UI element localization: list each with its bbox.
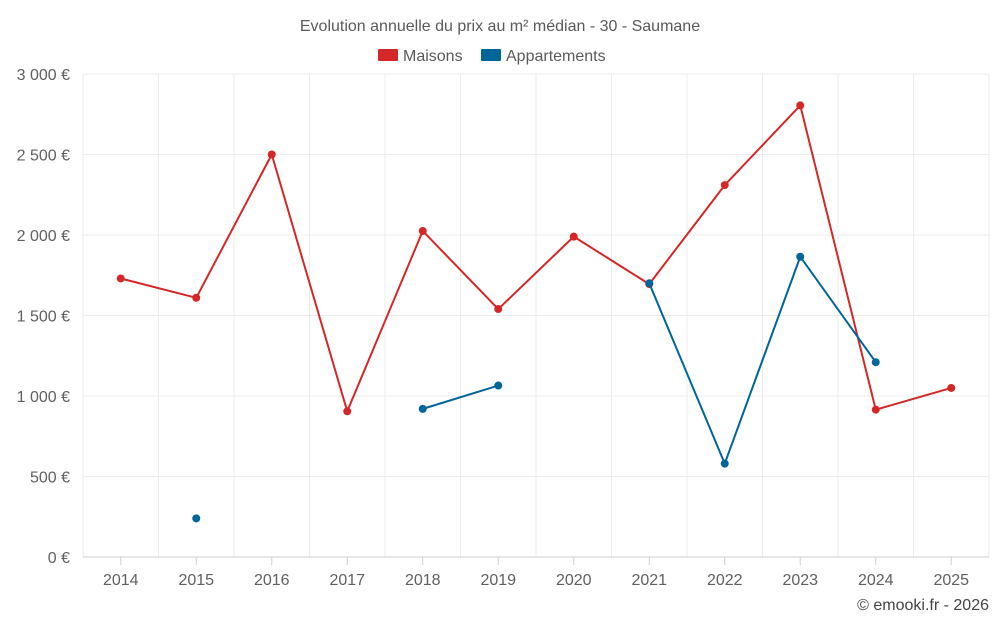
x-tick-label: 2015 bbox=[178, 572, 214, 589]
data-point-appartements-2024[interactable] bbox=[871, 358, 880, 367]
credit-text: © emooki.fr - 2026 bbox=[857, 597, 989, 614]
data-point-appartements-2021[interactable] bbox=[645, 279, 654, 288]
y-tick-label: 1 000 € bbox=[17, 389, 70, 406]
data-point-maisons-2017[interactable] bbox=[343, 407, 352, 416]
chart-title: Evolution annuelle du prix au m² médian … bbox=[300, 18, 700, 35]
legend-label-maisons: Maisons bbox=[403, 48, 463, 65]
x-tick-label: 2023 bbox=[782, 572, 818, 589]
y-tick-label: 1 500 € bbox=[17, 309, 70, 326]
data-point-maisons-2025[interactable] bbox=[947, 383, 956, 392]
series-appartements bbox=[192, 252, 880, 523]
series-line-appartements bbox=[648, 255, 877, 465]
data-point-appartements-2022[interactable] bbox=[720, 459, 729, 468]
data-point-maisons-2014[interactable] bbox=[116, 274, 125, 283]
y-tick-label: 500 € bbox=[30, 470, 70, 487]
x-tick-label: 2014 bbox=[103, 572, 139, 589]
legend-swatch-maisons bbox=[378, 49, 398, 61]
data-point-maisons-2024[interactable] bbox=[871, 405, 880, 414]
y-tick-label: 2 500 € bbox=[17, 148, 70, 165]
legend-item-maisons[interactable]: Maisons bbox=[378, 48, 463, 65]
data-point-maisons-2016[interactable] bbox=[267, 150, 276, 159]
x-tick-label: 2020 bbox=[556, 572, 592, 589]
data-point-maisons-2018[interactable] bbox=[418, 226, 427, 235]
y-tick-label: 2 000 € bbox=[17, 228, 70, 245]
data-point-maisons-2019[interactable] bbox=[494, 305, 503, 314]
x-tick-label: 2021 bbox=[631, 572, 667, 589]
legend-item-appartements[interactable]: Appartements bbox=[481, 48, 606, 65]
x-tick-label: 2016 bbox=[254, 572, 290, 589]
grid bbox=[82, 73, 990, 557]
y-tick-label: 0 € bbox=[48, 550, 70, 567]
data-point-appartements-2015[interactable] bbox=[192, 514, 201, 523]
axes: 0 € 500 € 1 000 € 1 500 € 2 000 € 2 500 € 3 00… bbox=[17, 67, 989, 589]
data-point-appartements-2023[interactable] bbox=[796, 252, 805, 261]
series bbox=[116, 101, 956, 523]
data-point-maisons-2020[interactable] bbox=[569, 232, 578, 241]
data-point-maisons-2023[interactable] bbox=[796, 101, 805, 110]
x-tick-label: 2019 bbox=[480, 572, 516, 589]
legend-label-appartements: Appartements bbox=[506, 48, 606, 65]
x-tick-label: 2024 bbox=[858, 572, 894, 589]
legend: Maisons Appartements bbox=[378, 48, 606, 65]
x-tick-label: 2017 bbox=[329, 572, 365, 589]
legend-swatch-appartements bbox=[481, 49, 501, 61]
x-tick-label: 2018 bbox=[405, 572, 441, 589]
y-tick-label: 3 000 € bbox=[17, 67, 70, 84]
x-tick-label: 2025 bbox=[933, 572, 969, 589]
x-tick-label: 2022 bbox=[707, 572, 743, 589]
data-point-appartements-2018[interactable] bbox=[418, 404, 427, 413]
data-point-maisons-2022[interactable] bbox=[720, 181, 729, 190]
data-point-appartements-2019[interactable] bbox=[494, 381, 503, 390]
series-line-appartements bbox=[422, 384, 499, 410]
series-line-maisons bbox=[120, 104, 952, 413]
data-point-maisons-2015[interactable] bbox=[192, 293, 201, 302]
